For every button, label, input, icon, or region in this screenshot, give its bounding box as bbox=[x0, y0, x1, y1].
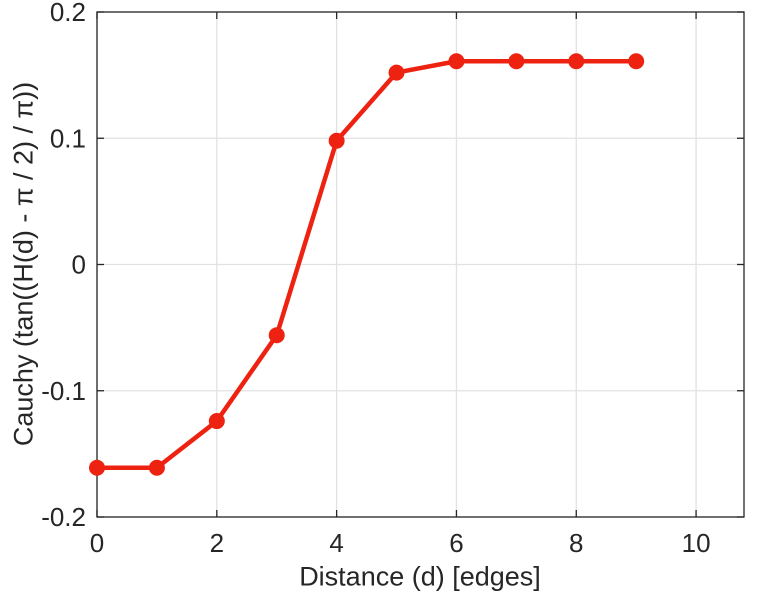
x-tick-label: 8 bbox=[569, 528, 583, 558]
x-tick-label: 2 bbox=[210, 528, 224, 558]
data-point bbox=[89, 459, 105, 476]
y-axis-label: Cauchy (tan((H(d) - π / 2) / π)) bbox=[8, 81, 39, 447]
y-tick-label: -0.1 bbox=[41, 376, 86, 406]
y-tick-label: 0.2 bbox=[50, 0, 86, 27]
x-axis-label: Distance (d) [edges] bbox=[299, 561, 541, 592]
data-line bbox=[94, 58, 639, 471]
x-tick-label: 10 bbox=[682, 528, 711, 558]
data-point bbox=[448, 53, 465, 70]
y-tick-label: 0.1 bbox=[50, 123, 86, 153]
data-point bbox=[508, 53, 525, 70]
data-point bbox=[208, 413, 225, 430]
data-point bbox=[148, 459, 165, 476]
y-tick-label: -0.2 bbox=[41, 502, 86, 532]
x-tick-label: 4 bbox=[329, 528, 343, 558]
data-point bbox=[628, 53, 645, 70]
data-point bbox=[328, 132, 345, 149]
data-point bbox=[268, 327, 285, 344]
y-tick-label: 0 bbox=[72, 250, 86, 280]
data-point bbox=[388, 64, 405, 81]
data-point bbox=[568, 53, 585, 70]
x-tick-label: 0 bbox=[90, 528, 104, 558]
x-tick-label: 6 bbox=[449, 528, 463, 558]
